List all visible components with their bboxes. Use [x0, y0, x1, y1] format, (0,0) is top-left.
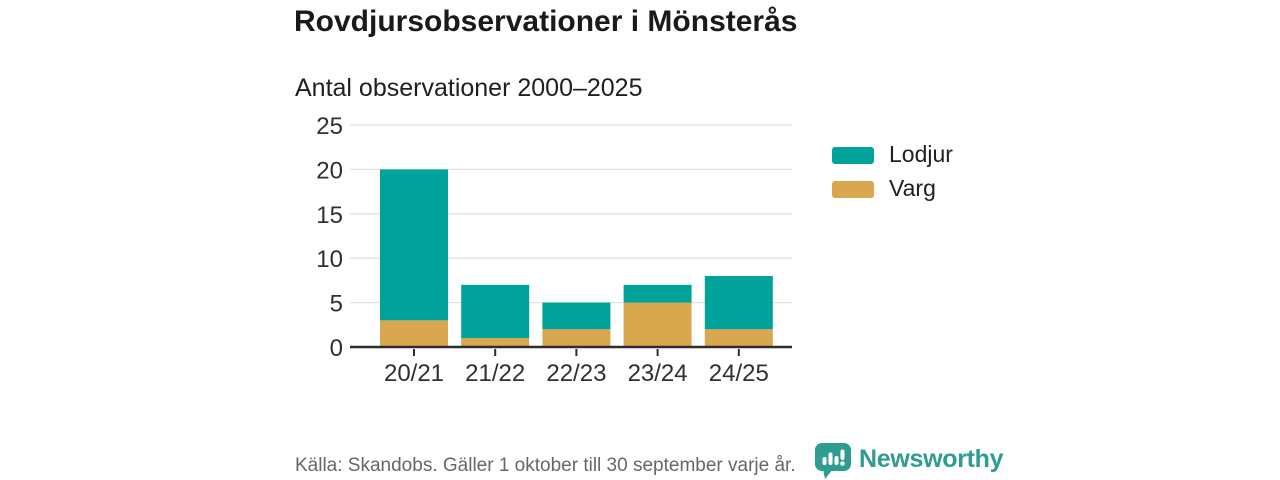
- chart-subtitle: Antal observationer 2000–2025: [295, 74, 643, 102]
- x-tick-label: 24/25: [709, 360, 769, 387]
- bar-segment-lodjur: [461, 284, 530, 339]
- legend-item-lodjur: Lodjur: [832, 143, 953, 168]
- bar-segment-varg: [704, 329, 773, 347]
- y-tick-label: 5: [330, 291, 343, 318]
- bar-segment-varg: [542, 329, 611, 347]
- brand-logo: Newsworthy: [814, 442, 1004, 480]
- legend-swatch-varg: [832, 181, 874, 198]
- bar-segment-lodjur: [542, 302, 611, 330]
- bar-segment-varg: [623, 302, 692, 347]
- chart-legend: Lodjur Varg: [832, 143, 953, 211]
- newsworthy-logo-icon: [815, 443, 851, 479]
- page-title: Rovdjursobservationer i Mönsterås: [294, 5, 798, 38]
- bar-segment-varg: [461, 338, 530, 347]
- legend-label-varg: Varg: [889, 175, 936, 201]
- legend-item-varg: Varg: [832, 177, 953, 202]
- y-tick-label: 10: [316, 246, 343, 273]
- y-tick-label: 20: [316, 157, 343, 184]
- x-tick-label: 23/24: [628, 360, 688, 387]
- y-tick-label: 0: [330, 335, 343, 362]
- bar-chart: 20/21 21/22 22/23 23/24 24/25 0 5 10 15 20 25: [300, 110, 800, 395]
- y-tick-label: 15: [316, 202, 343, 229]
- x-tick-label: 21/22: [465, 360, 525, 387]
- y-tick-label: 25: [316, 113, 343, 140]
- legend-label-lodjur: Lodjur: [889, 141, 953, 167]
- bar-segment-lodjur: [380, 169, 448, 321]
- x-tick-label: 22/23: [546, 360, 606, 387]
- bar-segment-lodjur: [623, 284, 692, 303]
- legend-swatch-lodjur: [832, 147, 874, 164]
- source-note: Källa: Skandobs. Gäller 1 oktober till 3…: [295, 455, 796, 476]
- x-tick-label: 20/21: [384, 360, 444, 387]
- bar-segment-lodjur: [704, 275, 773, 330]
- brand-name: Newsworthy: [859, 445, 1004, 473]
- bar-chart-svg: 20/21 21/22 22/23 23/24 24/25 0 5 10 15 20 25: [316, 113, 792, 387]
- bar-segment-varg: [380, 320, 448, 347]
